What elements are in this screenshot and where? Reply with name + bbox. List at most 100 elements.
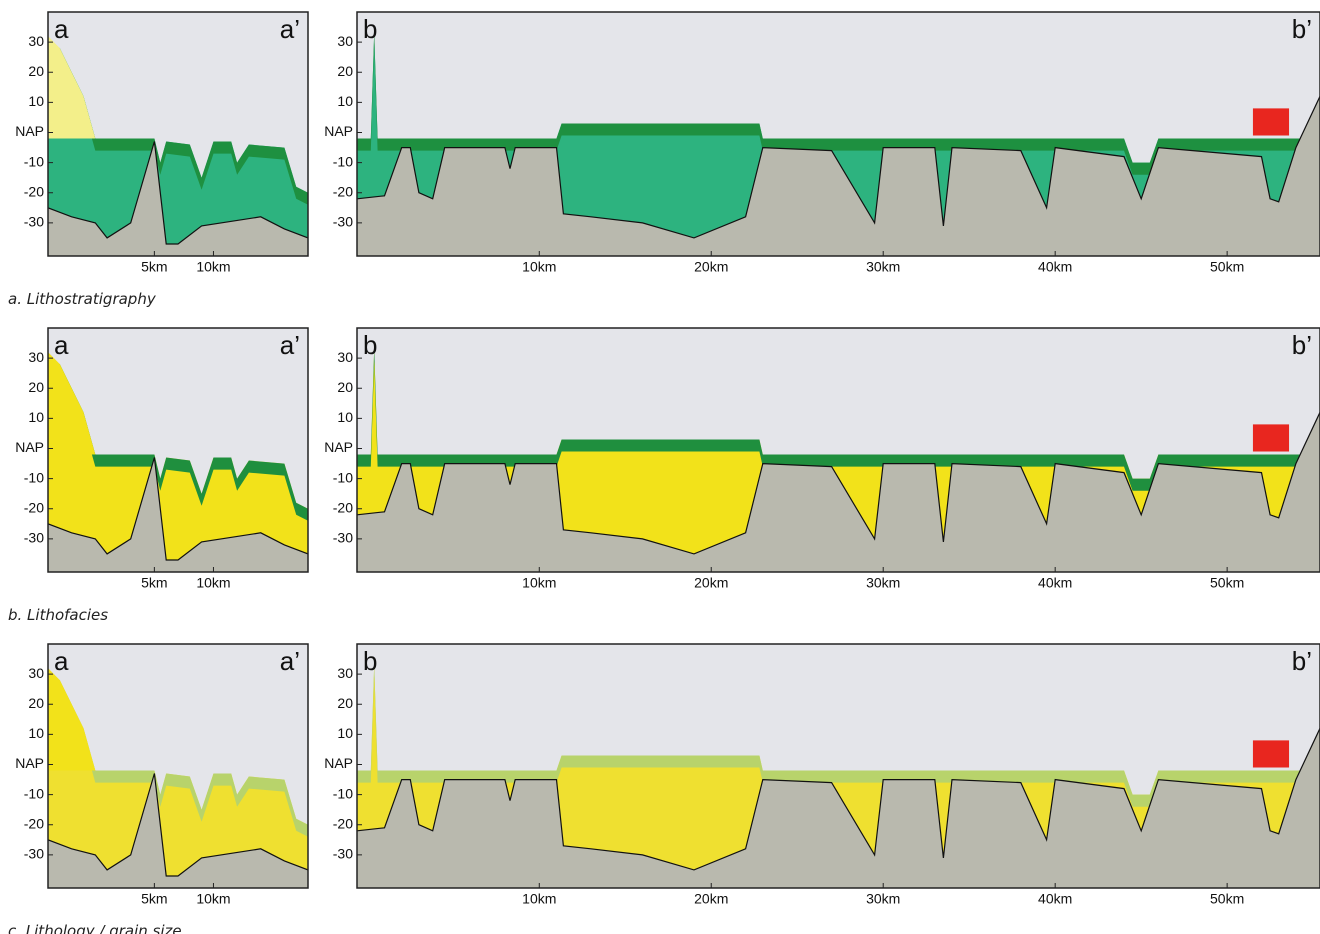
y-tick-label: -30 [24,214,44,230]
red-patch [1252,740,1290,768]
x-tick-label: 5km [141,259,167,275]
y-tick-label: -10 [24,785,44,801]
base-line [357,728,1320,871]
y-tick-label: -20 [24,815,44,831]
y-tick-label: -30 [24,530,44,546]
y-tick-label: -10 [333,469,353,485]
corner-label: a’ [280,14,300,44]
y-tick-label: 10 [337,409,353,425]
corner-label: a’ [280,646,300,676]
x-tick-label: 30km [866,259,900,275]
y-tick-label: -20 [24,183,44,199]
plot-area [48,328,308,572]
corner-label: a [54,330,69,360]
frame [356,643,1320,889]
red-patch [1252,108,1290,136]
top-layer [357,665,1320,807]
ground [48,457,308,572]
x-tick-label: 30km [866,575,900,591]
plot-area [357,12,1320,256]
red-patch [1252,424,1290,452]
frame [356,11,1320,257]
x-tick-label: 50km [1210,259,1244,275]
top-layer [48,358,308,521]
y-tick-label: -10 [333,153,353,169]
y-tick-label: 20 [337,63,353,79]
y-tick-label: 10 [28,725,44,741]
base-line [357,412,1320,555]
x-tick-label: 40km [1038,259,1072,275]
y-tick-label: 30 [28,33,44,49]
caption: c. Lithology / grain size [8,922,182,934]
x-tick-label: 50km [1210,891,1244,907]
frame [47,327,309,573]
plot-area [48,644,308,888]
cross-section: b b’ 30 20 10 NAP -10 -20 -30 10km 20km 30km 40km 50k… [324,327,1320,591]
y-tick-label: 20 [337,695,353,711]
corner-label: b [363,646,377,676]
y-tick-label: NAP [15,439,44,455]
y-tick-label: 10 [28,409,44,425]
y-tick-label: 10 [337,725,353,741]
y-tick-label: 30 [337,665,353,681]
y-tick-label: 20 [28,695,44,711]
top-layer [48,42,308,205]
cross-section: b b’ 30 20 10 NAP -10 -20 -30 10km 20km 30km 40km 50k… [324,11,1320,275]
corner-label: b [363,14,377,44]
x-tick-label: 10km [196,259,230,275]
y-tick-label: 10 [28,93,44,109]
caption: a. Lithostratigraphy [8,290,157,308]
cross-section: a a’ 30 20 10 NAP -10 -20 -30 5km 10km [15,11,309,275]
ground [357,96,1320,256]
corner-label: b’ [1292,330,1312,360]
x-tick-label: 30km [866,891,900,907]
ground [48,773,308,888]
y-tick-label: 20 [28,379,44,395]
y-tick-label: -30 [333,530,353,546]
x-tick-label: 40km [1038,891,1072,907]
x-tick-label: 5km [141,575,167,591]
base-line [357,96,1320,239]
top-layer [48,674,308,837]
y-tick-label: NAP [15,755,44,771]
corner-label: a’ [280,330,300,360]
y-tick-label: -10 [24,153,44,169]
x-tick-label: 40km [1038,575,1072,591]
dune [48,668,96,771]
x-tick-label: 10km [196,575,230,591]
x-tick-label: 20km [694,259,728,275]
top-layer [357,349,1320,491]
x-tick-label: 50km [1210,575,1244,591]
corner-label: b’ [1292,646,1312,676]
y-tick-label: -20 [333,183,353,199]
x-tick-label: 10km [196,891,230,907]
x-tick-label: 10km [522,891,556,907]
plot-area [357,328,1320,572]
dune [48,352,96,455]
y-tick-label: 30 [337,349,353,365]
y-tick-label: -20 [24,499,44,515]
base-line [48,457,308,561]
x-tick-label: 5km [141,891,167,907]
y-tick-label: -10 [333,785,353,801]
frame [356,327,1320,573]
corner-label: b [363,330,377,360]
frame [47,643,309,889]
base-line [48,773,308,877]
y-tick-label: -20 [333,499,353,515]
frame [47,11,309,257]
plot-area [357,644,1320,888]
x-tick-label: 10km [522,575,556,591]
y-tick-label: NAP [324,755,353,771]
y-tick-label: 20 [337,379,353,395]
plot-area [48,12,308,256]
corner-label: b’ [1292,14,1312,44]
cross-section: a a’ 30 20 10 NAP -10 -20 -30 5km 10km [15,327,309,591]
y-tick-label: NAP [15,123,44,139]
ground [48,141,308,256]
dune [48,36,96,139]
y-tick-label: -30 [333,846,353,862]
y-tick-label: -30 [333,214,353,230]
y-tick-label: -30 [24,846,44,862]
